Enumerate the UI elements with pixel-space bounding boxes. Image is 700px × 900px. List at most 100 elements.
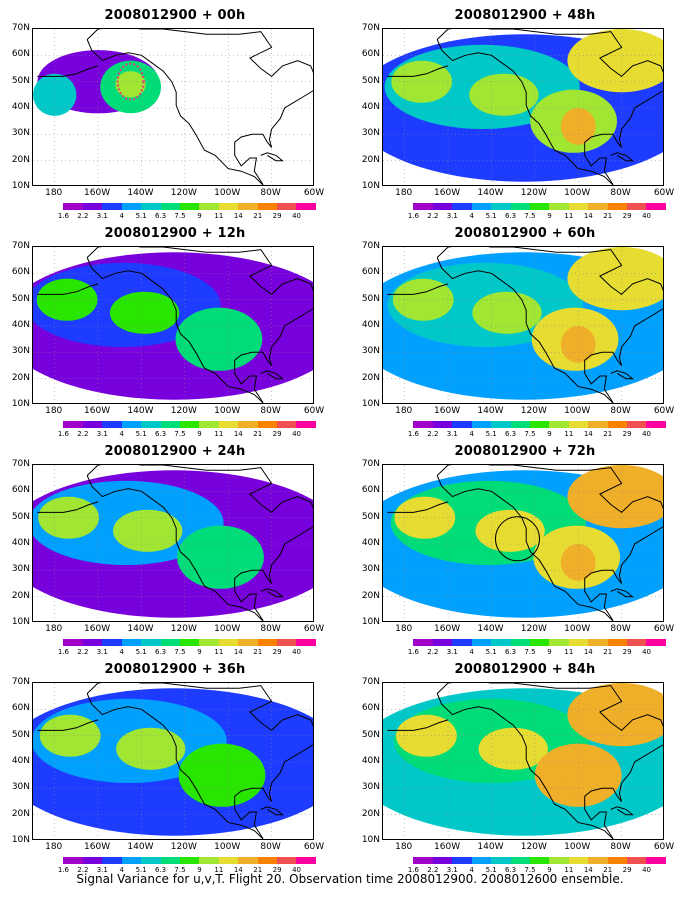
coastline — [86, 475, 264, 621]
longitude-label: 80W — [260, 624, 281, 634]
colorbar-swatch — [160, 421, 180, 428]
longitude-label: 60W — [303, 842, 325, 852]
colorbar-label: 6.3 — [504, 866, 517, 874]
colorbar-swatch — [277, 421, 297, 428]
colorbar-swatch — [549, 421, 569, 428]
colorbar-label: 9 — [547, 866, 552, 874]
latitude-label: 60N — [11, 485, 30, 496]
colorbar-label: 1.6 — [57, 430, 69, 438]
colorbar-label: 29 — [272, 866, 282, 874]
colorbar-label: 29 — [622, 430, 632, 438]
coastline — [234, 526, 313, 621]
figure-caption: Signal Variance for u,v,T. Flight 20. Ob… — [76, 872, 624, 886]
longitude-label: 60W — [653, 188, 675, 198]
coastline — [86, 465, 313, 514]
longitude-label: 180 — [45, 842, 63, 852]
latitude-label: 50N — [11, 729, 30, 740]
colorbar-swatch — [646, 203, 666, 210]
colorbar — [44, 639, 316, 646]
colorbar-label: 7.5 — [524, 866, 536, 874]
colorbar-label: 3.1 — [446, 648, 458, 656]
latitude-label: 70N — [11, 241, 30, 251]
colorbar-label: 5.1 — [135, 430, 147, 438]
colorbar-swatch — [257, 421, 278, 428]
latitude-label: 50N — [361, 511, 380, 522]
colorbar-swatch — [394, 421, 414, 428]
colorbar-swatch — [452, 203, 472, 210]
coastline — [234, 744, 313, 839]
colorbar-label: 5.1 — [135, 648, 147, 656]
colorbar — [394, 639, 666, 646]
forecast-panel: 2008012900 + 00h 70N 60N 50N 40N 30N 20N 10N 180… — [0, 8, 350, 225]
latitude-label: 10N — [361, 399, 380, 409]
latitude-label: 10N — [11, 399, 30, 409]
variance-contour — [560, 326, 596, 363]
latitude-label: 20N — [361, 590, 380, 601]
colorbar-swatch — [199, 639, 219, 646]
colorbar-swatch — [218, 203, 239, 210]
colorbar-label: 9 — [197, 212, 202, 220]
colorbar-swatch — [529, 639, 550, 646]
coastline — [260, 588, 284, 598]
colorbar-swatch — [452, 639, 472, 646]
colorbar-swatch — [179, 203, 200, 210]
colorbar-label: 4 — [469, 212, 474, 220]
longitude-label: 80W — [610, 406, 631, 416]
longitude-label: 120W — [170, 188, 197, 198]
colorbar-swatch — [141, 639, 161, 646]
longitude-label: 120W — [520, 406, 547, 416]
colorbar-label: 11 — [564, 866, 574, 874]
colorbar — [44, 203, 316, 210]
colorbar-label: 3.1 — [96, 866, 108, 874]
variance-contour — [475, 509, 545, 552]
colorbar-swatch — [296, 857, 316, 864]
colorbar-swatch — [471, 639, 492, 646]
latitude-label: 20N — [361, 808, 380, 819]
colorbar-label: 3.1 — [446, 212, 458, 220]
longitude-label: 80W — [260, 842, 281, 852]
colorbar — [394, 857, 666, 864]
colorbar-swatch — [413, 857, 433, 864]
colorbar-label: 40 — [642, 648, 652, 656]
colorbar-swatch — [627, 639, 647, 646]
latitude-label: 70N — [361, 23, 380, 33]
colorbar-swatch — [646, 421, 666, 428]
longitude-label: 180 — [45, 188, 63, 198]
colorbar-label: 4 — [119, 430, 124, 438]
colorbar-swatch — [607, 203, 628, 210]
colorbar-swatch — [588, 203, 608, 210]
longitude-label: 140W — [127, 406, 154, 416]
latitude-label: 50N — [11, 75, 30, 86]
panel-title: 2008012900 + 60h — [454, 226, 596, 241]
latitude-label: 20N — [11, 154, 30, 165]
longitude-label: 160W — [434, 842, 461, 852]
longitude-label: 120W — [520, 842, 547, 852]
colorbar-label: 9 — [547, 430, 552, 438]
colorbar-swatch — [471, 857, 492, 864]
colorbar-swatch — [102, 203, 122, 210]
longitude-label: 160W — [434, 406, 461, 416]
variance-contour — [115, 71, 146, 98]
colorbar-swatch — [199, 421, 219, 428]
variance-contour — [175, 307, 263, 371]
variance-map — [382, 682, 664, 840]
coastline — [234, 90, 313, 185]
variance-contour — [177, 525, 264, 589]
panel-title: 2008012900 + 00h — [104, 8, 246, 23]
panel-title: 2008012900 + 12h — [104, 226, 246, 241]
latitude-label: 50N — [11, 293, 30, 304]
variance-contour — [478, 727, 548, 770]
coastline — [86, 39, 264, 185]
colorbar-label: 11 — [214, 212, 224, 220]
latitude-label: 70N — [361, 459, 380, 469]
coastline — [37, 283, 99, 295]
colorbar-label: 6.3 — [504, 430, 517, 438]
longitude-label: 120W — [520, 624, 547, 634]
colorbar-label: 29 — [622, 866, 632, 874]
latitude-label: 40N — [361, 102, 380, 112]
colorbar-swatch — [160, 639, 180, 646]
latitude-label: 40N — [361, 320, 380, 330]
colorbar-swatch — [121, 203, 142, 210]
coastline — [37, 719, 99, 731]
latitude-label: 60N — [361, 49, 380, 60]
